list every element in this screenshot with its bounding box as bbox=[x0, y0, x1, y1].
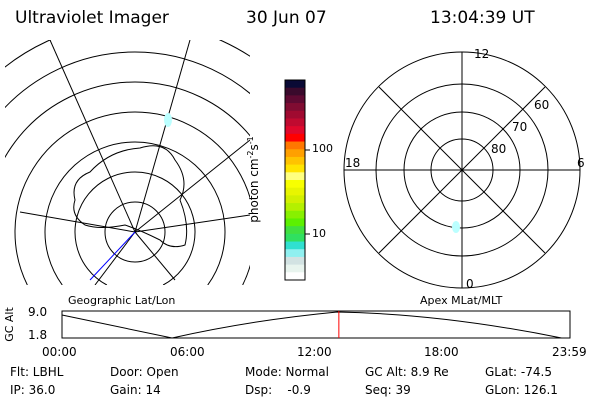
lat-circle bbox=[74, 171, 196, 285]
mlt-0: 0 bbox=[466, 277, 474, 291]
colorbar-segment bbox=[285, 133, 305, 143]
unit-exponent: -2 bbox=[245, 150, 255, 159]
colorbar-segment bbox=[285, 180, 305, 189]
instrument-title: Ultraviolet Imager bbox=[15, 8, 169, 28]
colorbar-segment bbox=[285, 272, 305, 281]
colorbar-segment bbox=[285, 156, 305, 166]
mlt-12: 12 bbox=[474, 47, 490, 61]
lat-circle bbox=[5, 51, 250, 109]
status-field: GLat: -74.5 bbox=[485, 365, 552, 379]
mlt-18: 18 bbox=[345, 156, 361, 170]
status-field: Seq: 39 bbox=[365, 383, 411, 397]
unit-text: photon cm bbox=[246, 158, 261, 223]
geographic-label: Geographic Lat/Lon bbox=[68, 294, 176, 307]
colorbar-segment bbox=[285, 195, 305, 204]
cbar-tick-100: 100 bbox=[312, 142, 333, 155]
colorbar-segment bbox=[285, 95, 305, 104]
lat-circle bbox=[104, 201, 166, 263]
xtick: 06:00 bbox=[170, 345, 205, 359]
colorbar-segment bbox=[285, 256, 305, 266]
colorbar-segment bbox=[285, 103, 305, 112]
colorbar-segment bbox=[285, 241, 305, 250]
unit-exponent: -1 bbox=[245, 136, 255, 145]
colorbar-unit: photon cm-2s-1 bbox=[246, 136, 261, 223]
xtick: 23:59 bbox=[552, 345, 587, 359]
xtick: 18:00 bbox=[424, 345, 459, 359]
lat-circle bbox=[5, 81, 250, 159]
geographic-plot bbox=[5, 40, 250, 285]
lat-60: 60 bbox=[534, 98, 550, 112]
colorbar-segment bbox=[285, 164, 305, 173]
colorbar-segment bbox=[285, 233, 305, 243]
status-field: Mode: Normal bbox=[245, 365, 329, 379]
aurora-emission bbox=[164, 113, 172, 127]
colorbar-frame bbox=[284, 79, 306, 281]
altitude-curve bbox=[61, 311, 562, 339]
unit-text: s bbox=[246, 144, 261, 151]
time: 13:04:39 UT bbox=[430, 8, 535, 28]
colorbar-segment bbox=[285, 226, 305, 235]
xtick: 12:00 bbox=[297, 345, 332, 359]
colorbar-segment bbox=[285, 203, 305, 212]
xtick: 00:00 bbox=[42, 345, 77, 359]
colorbar-segment bbox=[285, 187, 305, 196]
colorbar-segment bbox=[285, 126, 305, 135]
status-field: IP: 36.0 bbox=[10, 383, 56, 397]
status-field: GLon: 126.1 bbox=[485, 383, 558, 397]
status-field: Flt: LBHL bbox=[10, 365, 64, 379]
colorbar-segment bbox=[285, 149, 305, 158]
colorbar-segment bbox=[285, 118, 305, 127]
coastline bbox=[73, 145, 188, 248]
status-field: Door: Open bbox=[110, 365, 179, 379]
colorbar-segment bbox=[285, 141, 305, 150]
gc-alt-axis-label: GC Alt bbox=[2, 307, 16, 342]
ytick: 1.8 bbox=[28, 328, 48, 342]
timeline-plot bbox=[61, 310, 571, 339]
colorbar-segment bbox=[285, 218, 305, 227]
status-field: GC Alt: 8.9 Re bbox=[365, 365, 449, 379]
lat-circle bbox=[44, 141, 226, 285]
colorbar-segment bbox=[285, 210, 305, 219]
date: 30 Jun 07 bbox=[246, 8, 327, 28]
colorbar-segment bbox=[285, 87, 305, 96]
cbar-tick-10: 10 bbox=[312, 227, 326, 240]
ytick: 9.0 bbox=[28, 305, 48, 319]
status-field: Dsp: -0.9 bbox=[245, 383, 311, 397]
colorbar-segment bbox=[285, 110, 305, 119]
lat-80: 80 bbox=[491, 142, 507, 156]
colorbar-segment bbox=[285, 249, 305, 258]
mlt-6: 6 bbox=[577, 156, 585, 170]
status-field: Gain: 14 bbox=[110, 383, 161, 397]
colorbar-segment bbox=[285, 172, 305, 181]
aurora-emission bbox=[452, 221, 460, 233]
lat-70: 70 bbox=[512, 120, 528, 134]
magnetic-plot bbox=[343, 51, 581, 289]
colorbar-segment bbox=[285, 264, 305, 273]
colorbar-segment bbox=[285, 80, 305, 89]
lat-circle bbox=[14, 111, 250, 285]
colorbar bbox=[284, 79, 306, 281]
apex-label: Apex MLat/MLT bbox=[420, 294, 503, 307]
